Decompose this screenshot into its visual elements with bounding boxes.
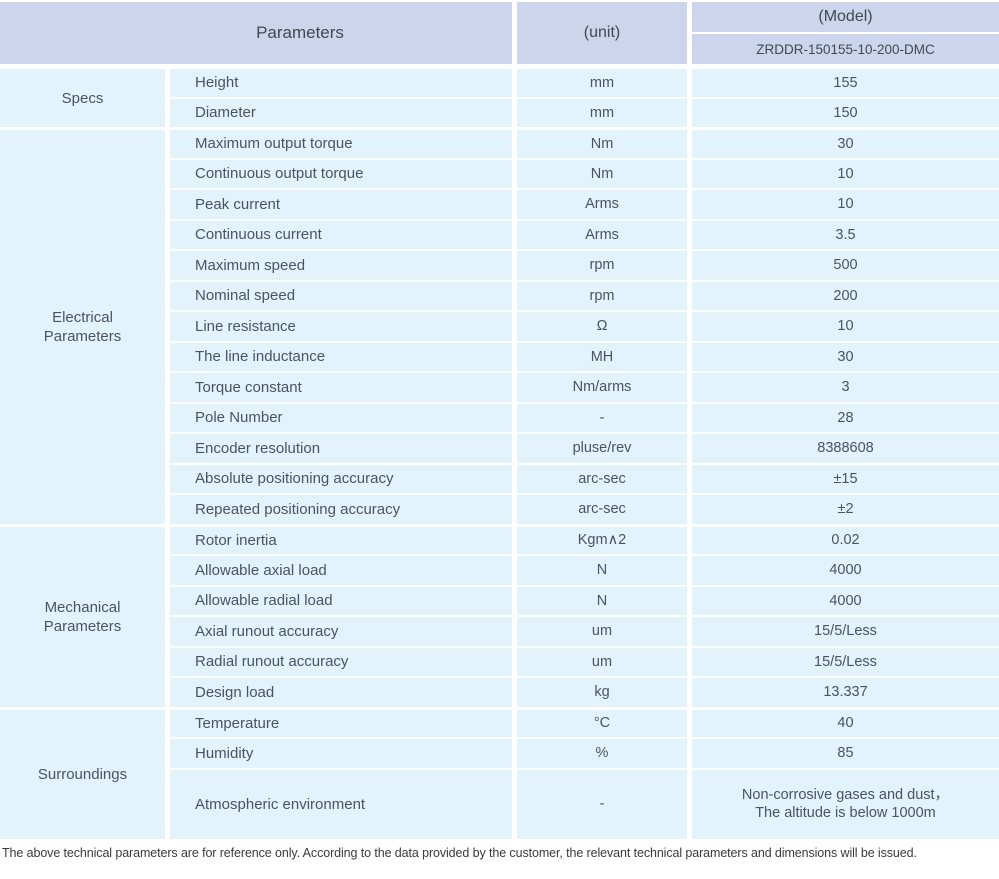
unit-cell: mm <box>517 96 687 127</box>
param-cell: Pole Number <box>170 401 512 432</box>
param-cell: Diameter <box>170 96 512 127</box>
param-cell: Allowable radial load <box>170 584 512 615</box>
reference-note: The above technical parameters are for r… <box>2 845 917 860</box>
unit-cell: Nm <box>517 127 687 158</box>
unit-cell: rpm <box>517 249 687 280</box>
param-cell: Continuous current <box>170 218 512 249</box>
group-label: Specs <box>0 66 165 127</box>
param-cell: The line inductance <box>170 340 512 371</box>
param-cell: Torque constant <box>170 371 512 402</box>
value-cell: 40 <box>692 706 999 737</box>
param-cell: Atmospheric environment <box>170 767 512 839</box>
model-column-header: (Model) ZRDDR-150155-10-200-DMC <box>692 2 999 64</box>
group-label: Mechanical Parameters <box>0 523 165 707</box>
unit-column-header: (unit) <box>517 2 687 64</box>
parameters-column-header: Parameters <box>0 2 512 64</box>
value-cell: 3 <box>692 371 999 402</box>
value-cell: Non-corrosive gases and dust， The altitu… <box>692 767 999 839</box>
param-cell: Design load <box>170 676 512 707</box>
param-cell: Line resistance <box>170 310 512 341</box>
param-cell: Rotor inertia <box>170 523 512 554</box>
spec-sheet: Parameters (unit) (Model) ZRDDR-150155-1… <box>0 2 999 860</box>
param-cell: Allowable axial load <box>170 554 512 585</box>
value-cell: 13.337 <box>692 676 999 707</box>
param-cell: Height <box>170 66 512 97</box>
group-label: Electrical Parameters <box>0 127 165 524</box>
value-cell: 4000 <box>692 554 999 585</box>
spec-table-header: Parameters (unit) (Model) ZRDDR-150155-1… <box>0 2 999 64</box>
value-cell: 500 <box>692 249 999 280</box>
value-cell: 4000 <box>692 584 999 615</box>
param-cell: Maximum speed <box>170 249 512 280</box>
param-cell: Continuous output torque <box>170 157 512 188</box>
unit-cell: Arms <box>517 218 687 249</box>
model-number: ZRDDR-150155-10-200-DMC <box>756 41 935 57</box>
unit-cell: arc-sec <box>517 493 687 524</box>
unit-cell: MH <box>517 340 687 371</box>
value-cell: 8388608 <box>692 432 999 463</box>
value-cell: 15/5/Less <box>692 615 999 646</box>
group-label: Surroundings <box>0 706 165 839</box>
unit-cell: N <box>517 554 687 585</box>
value-cell: 28 <box>692 401 999 432</box>
unit-cell: Arms <box>517 188 687 219</box>
unit-cell: % <box>517 737 687 768</box>
model-label: (Model) <box>692 2 999 34</box>
value-cell: 200 <box>692 279 999 310</box>
unit-cell: um <box>517 645 687 676</box>
param-cell: Humidity <box>170 737 512 768</box>
value-cell: ±15 <box>692 462 999 493</box>
value-cell: 30 <box>692 127 999 158</box>
unit-cell: um <box>517 615 687 646</box>
param-cell: Temperature <box>170 706 512 737</box>
param-cell: Nominal speed <box>170 279 512 310</box>
unit-cell: arc-sec <box>517 462 687 493</box>
param-cell: Absolute positioning accuracy <box>170 462 512 493</box>
param-cell: Encoder resolution <box>170 432 512 463</box>
value-cell: 30 <box>692 340 999 371</box>
value-cell: 150 <box>692 96 999 127</box>
value-cell: ±2 <box>692 493 999 524</box>
param-cell: Maximum output torque <box>170 127 512 158</box>
unit-cell: - <box>517 767 687 839</box>
unit-cell: pluse/rev <box>517 432 687 463</box>
value-cell: 15/5/Less <box>692 645 999 676</box>
value-cell: 10 <box>692 310 999 341</box>
unit-cell: Nm <box>517 157 687 188</box>
unit-cell: mm <box>517 66 687 97</box>
unit-cell: Ω <box>517 310 687 341</box>
unit-cell: Nm/arms <box>517 371 687 402</box>
unit-cell: - <box>517 401 687 432</box>
param-cell: Radial runout accuracy <box>170 645 512 676</box>
spec-table-body: Specs Height mm 155 Diameter mm 150 Electrical … <box>0 66 999 839</box>
value-cell: 155 <box>692 66 999 97</box>
param-cell: Repeated positioning accuracy <box>170 493 512 524</box>
value-cell: 3.5 <box>692 218 999 249</box>
value-cell: 0.02 <box>692 523 999 554</box>
param-cell: Peak current <box>170 188 512 219</box>
unit-cell: rpm <box>517 279 687 310</box>
value-cell: 85 <box>692 737 999 768</box>
value-cell: 10 <box>692 188 999 219</box>
param-cell: Axial runout accuracy <box>170 615 512 646</box>
value-cell: 10 <box>692 157 999 188</box>
unit-cell: kg <box>517 676 687 707</box>
unit-cell: N <box>517 584 687 615</box>
unit-cell: Kgm∧2 <box>517 523 687 554</box>
unit-cell: °C <box>517 706 687 737</box>
